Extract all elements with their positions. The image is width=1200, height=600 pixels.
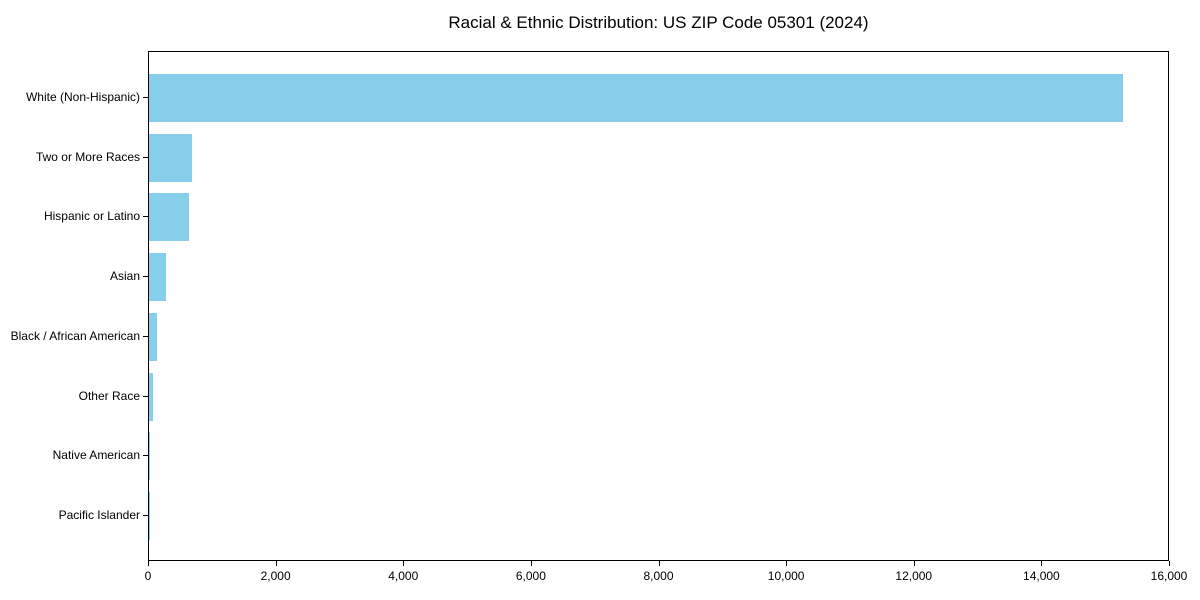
chart-title: Racial & Ethnic Distribution: US ZIP Cod… — [448, 13, 869, 32]
plot-area — [148, 51, 1169, 561]
y-tick-label: Black / African American — [10, 328, 140, 343]
x-tick-label: 14,000 — [1023, 569, 1060, 583]
x-tick-mark — [658, 561, 660, 566]
x-tick-mark — [786, 561, 788, 566]
x-tick-mark — [530, 561, 532, 566]
x-tick-label: 0 — [144, 569, 152, 583]
x-tick-mark — [913, 561, 915, 566]
x-tick-mark — [1169, 561, 1170, 566]
y-tick-label: Pacific Islander — [58, 508, 140, 522]
y-tick-mark — [143, 97, 148, 98]
bar — [149, 74, 1123, 122]
y-tick-mark — [143, 515, 148, 516]
x-tick-label: 10,000 — [767, 569, 805, 583]
y-tick-mark — [143, 156, 148, 158]
bar — [149, 312, 157, 361]
x-tick-label: 12,000 — [895, 569, 933, 583]
y-tick-mark — [143, 335, 148, 337]
x-tick-mark — [403, 561, 405, 566]
y-tick-label: Other Race — [78, 388, 140, 403]
y-tick-mark — [143, 216, 148, 218]
bar — [149, 492, 150, 540]
y-tick-mark — [143, 276, 148, 278]
x-tick-label: 2,000 — [260, 569, 291, 583]
y-tick-label: Native American — [52, 448, 140, 463]
bar — [149, 133, 192, 182]
bar — [149, 193, 190, 242]
x-tick-mark — [148, 561, 149, 566]
y-tick-label: Asian — [109, 269, 140, 284]
x-tick-label: 6,000 — [515, 569, 546, 583]
y-tick-label: Hispanic or Latino — [43, 209, 140, 224]
x-tick-mark — [275, 561, 277, 566]
bar — [149, 253, 167, 302]
y-tick-mark — [143, 395, 148, 397]
x-tick-label: 16,000 — [1150, 569, 1188, 583]
x-tick-mark — [1041, 561, 1043, 566]
bar — [149, 432, 151, 481]
bar — [149, 372, 153, 421]
y-tick-label: Two or More Races — [35, 149, 140, 164]
x-tick-label: 8,000 — [643, 569, 674, 583]
y-tick-label: White (Non-Hispanic) — [25, 90, 140, 104]
y-tick-mark — [143, 455, 148, 457]
x-tick-label: 4,000 — [388, 569, 419, 583]
